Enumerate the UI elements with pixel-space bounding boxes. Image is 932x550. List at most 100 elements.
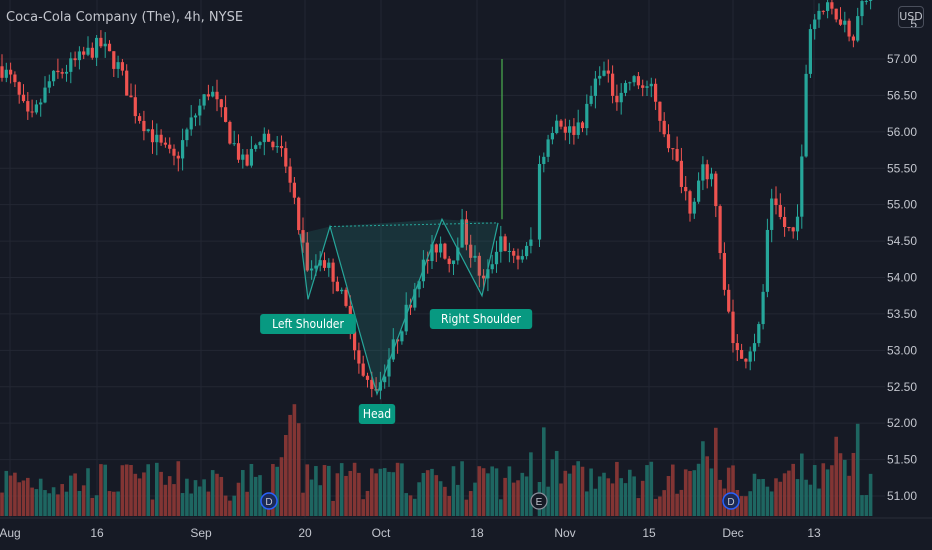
candle-body (576, 122, 580, 135)
volume-bar (511, 482, 516, 516)
volume-bar (838, 453, 843, 516)
candle-body (413, 289, 417, 308)
candle-body (649, 83, 653, 87)
volume-bar (847, 475, 851, 516)
volume-bar (632, 476, 636, 516)
candle-body (86, 47, 90, 55)
candle-body (821, 10, 825, 12)
candle-body (228, 121, 232, 144)
candle-body (731, 311, 735, 344)
candle-body (486, 269, 490, 279)
volume-bar (606, 478, 611, 516)
candle-body (370, 379, 374, 389)
volume-bar (447, 495, 451, 516)
candle-body (267, 133, 271, 142)
candle-body (847, 20, 851, 37)
volume-bar (855, 423, 860, 516)
volume-bar (228, 500, 232, 516)
candle-body (585, 103, 589, 129)
candle-body (47, 81, 51, 88)
volume-bar (825, 469, 830, 516)
candle-body (641, 85, 645, 88)
candle-body (795, 216, 800, 232)
volume-bar (215, 473, 219, 516)
candle-body (82, 51, 86, 55)
candle-body (826, 2, 830, 11)
candle-body (73, 58, 77, 61)
candle-body (327, 262, 331, 268)
candle-body (778, 205, 782, 217)
candle-body (284, 148, 288, 167)
volume-bar (391, 472, 396, 516)
volume-bar (503, 477, 507, 516)
volume-bar (812, 465, 817, 516)
volume-bar (477, 466, 482, 516)
candle-body (856, 16, 860, 41)
candle-body (322, 260, 327, 268)
volume-bar (129, 464, 133, 516)
volume-bar (176, 461, 181, 516)
candle-body (26, 101, 30, 112)
candle-body (301, 230, 305, 243)
volume-bar (223, 495, 228, 516)
candle-body (125, 70, 129, 96)
candle-body (473, 255, 477, 258)
right-shoulder-label-bg (429, 309, 533, 329)
volume-bar (400, 463, 404, 516)
volume-bar (752, 473, 757, 516)
volume-bar (258, 475, 262, 516)
volume-bar (305, 464, 310, 516)
candle-body (542, 156, 546, 164)
candle-body (116, 62, 120, 69)
price-tick-label: 52.50 (887, 380, 917, 394)
candle-body (13, 74, 17, 83)
candle-body (288, 166, 292, 183)
candle-body (90, 47, 94, 58)
candle-body (735, 343, 739, 351)
price-axis[interactable]: 57.00 56.50 56.00 55.50 55.00 54.50 54.00 53.50… (885, 0, 932, 550)
candle-body (417, 281, 421, 290)
time-tick-label: 20 (298, 526, 312, 540)
volume-bar (34, 489, 39, 516)
candle-body (593, 78, 597, 96)
price-tick-label: 53.50 (887, 307, 917, 321)
volume-bar (374, 473, 378, 516)
candle-body (697, 180, 701, 202)
volume-bar (8, 475, 13, 516)
candle-body (843, 20, 847, 25)
volume-bar (688, 471, 692, 516)
currency-button[interactable]: USD (898, 6, 924, 28)
candle-body (800, 156, 804, 217)
candle-body (331, 262, 335, 282)
volume-bar (821, 463, 826, 516)
volume-bar (417, 482, 421, 516)
candle-body (783, 216, 787, 227)
price-tick-label: 56.50 (887, 88, 917, 102)
candle-body (770, 198, 774, 230)
candle-body (529, 239, 533, 246)
volume-bar (714, 427, 718, 516)
earnings-marker-label: E (536, 497, 543, 508)
volume-bar (51, 487, 56, 516)
candle-body (718, 206, 722, 254)
volume-bar (851, 452, 856, 516)
time-tick-label: 18 (470, 526, 484, 540)
volume-bar (352, 462, 357, 516)
candle-body (39, 102, 43, 105)
candle-body (232, 143, 236, 145)
candle-body (813, 19, 817, 30)
volume-bar (26, 477, 30, 516)
volume-bar (249, 463, 254, 516)
candle-body (787, 226, 791, 228)
candle-body (353, 331, 357, 351)
candle-body (52, 70, 56, 82)
candle-body (77, 51, 81, 61)
volume-bar (206, 491, 211, 516)
volume-bar (124, 464, 129, 516)
volume-bar (769, 491, 774, 516)
candle-body (615, 95, 619, 103)
volume-bar (198, 486, 202, 516)
time-axis[interactable]: Aug 16 Sep 20 Oct 18 Nov 15 Dec 13 (0, 517, 932, 540)
